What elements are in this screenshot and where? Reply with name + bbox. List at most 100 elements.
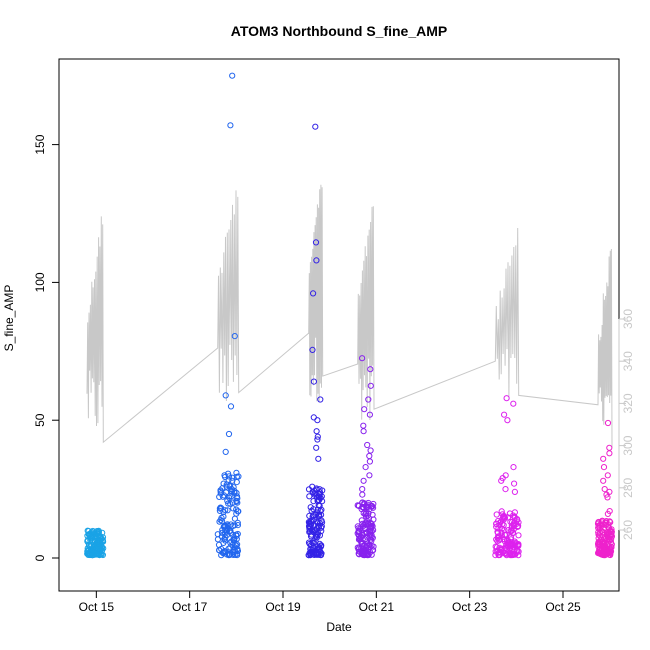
data-point (369, 511, 376, 518)
data-point (496, 549, 503, 556)
data-point (97, 538, 104, 545)
data-point (504, 417, 511, 424)
data-point (223, 481, 230, 488)
data-point (313, 444, 320, 451)
data-point (604, 494, 611, 501)
data-point (221, 492, 228, 499)
data-point (231, 333, 238, 340)
data-point (222, 392, 229, 399)
data-point (230, 505, 237, 512)
x-axis-label: Date (326, 620, 352, 634)
data-point (314, 436, 321, 443)
data-point (502, 550, 509, 557)
data-point (515, 552, 522, 559)
data-point (310, 290, 317, 297)
data-point (367, 382, 374, 389)
data-point (359, 355, 366, 362)
data-point (219, 493, 227, 500)
data-point (233, 479, 240, 486)
data-point (319, 519, 326, 526)
data-point (366, 458, 373, 465)
data-point (601, 486, 608, 493)
y-tick-label: 150 (33, 134, 47, 154)
data-point (316, 502, 323, 510)
data-point (604, 472, 611, 479)
data-point (228, 485, 235, 493)
data-point (498, 477, 505, 484)
data-point (313, 257, 320, 264)
data-point (314, 496, 322, 503)
data-point (90, 544, 98, 551)
data-point (311, 551, 318, 559)
right-tick-label: 320 (621, 393, 635, 413)
data-point (227, 521, 234, 528)
axes-layer: Oct 15 Oct 17 Oct 19 Oct 21 Oct 23 Oct 25 0 50 1… (33, 134, 635, 614)
data-point (221, 530, 228, 537)
data-point (599, 539, 606, 546)
data-point (511, 513, 518, 520)
y-axis-label: S_fine_AMP (2, 285, 16, 352)
data-point (312, 239, 320, 246)
data-point (308, 507, 315, 514)
data-point (358, 517, 365, 524)
data-point (229, 72, 236, 79)
data-point (510, 464, 517, 471)
data-point (309, 539, 316, 546)
data-point (510, 480, 518, 487)
right-tick-label: 300 (621, 435, 635, 455)
data-point (306, 512, 313, 520)
data-point (87, 534, 94, 542)
data-point (317, 551, 324, 559)
data-point (225, 430, 233, 438)
data-point (234, 541, 241, 548)
data-point (511, 488, 519, 495)
data-point (501, 411, 508, 418)
data-point (234, 519, 241, 527)
data-point (314, 433, 321, 440)
data-point (361, 501, 368, 508)
data-point (224, 521, 231, 528)
data-point (235, 473, 242, 480)
data-point (510, 540, 518, 547)
data-point (515, 519, 522, 526)
data-point (370, 500, 377, 508)
data-point (309, 513, 316, 520)
x-tick-label: Oct 21 (359, 600, 395, 614)
x-tick-label: Oct 19 (265, 600, 301, 614)
data-point (501, 527, 508, 534)
data-point (358, 533, 365, 540)
data-point (310, 506, 317, 513)
data-point (360, 477, 367, 484)
data-point (367, 447, 374, 454)
data-point (494, 538, 501, 545)
data-point (222, 527, 229, 534)
data-point (225, 545, 232, 552)
x-tick-label: Oct 23 (452, 600, 488, 614)
data-point (85, 551, 92, 559)
data-point (216, 547, 223, 554)
data-point (310, 516, 318, 524)
data-point (306, 523, 314, 530)
data-point (595, 518, 602, 526)
data-point (234, 547, 241, 554)
data-point (96, 534, 104, 541)
data-point (509, 541, 517, 549)
data-point (226, 551, 233, 558)
data-point (604, 510, 612, 518)
data-point (84, 550, 91, 557)
data-point (225, 470, 232, 477)
data-point (229, 486, 236, 493)
data-point (308, 533, 315, 540)
data-point (496, 521, 503, 529)
data-point (597, 551, 604, 558)
data-point (603, 491, 610, 498)
data-point (225, 473, 233, 480)
data-point (219, 518, 226, 525)
data-point (309, 346, 316, 353)
data-point (316, 544, 323, 551)
data-point (595, 529, 602, 536)
gray-series-line (86, 184, 613, 448)
x-tick-label: Oct 15 (79, 600, 115, 614)
data-point (314, 509, 321, 516)
